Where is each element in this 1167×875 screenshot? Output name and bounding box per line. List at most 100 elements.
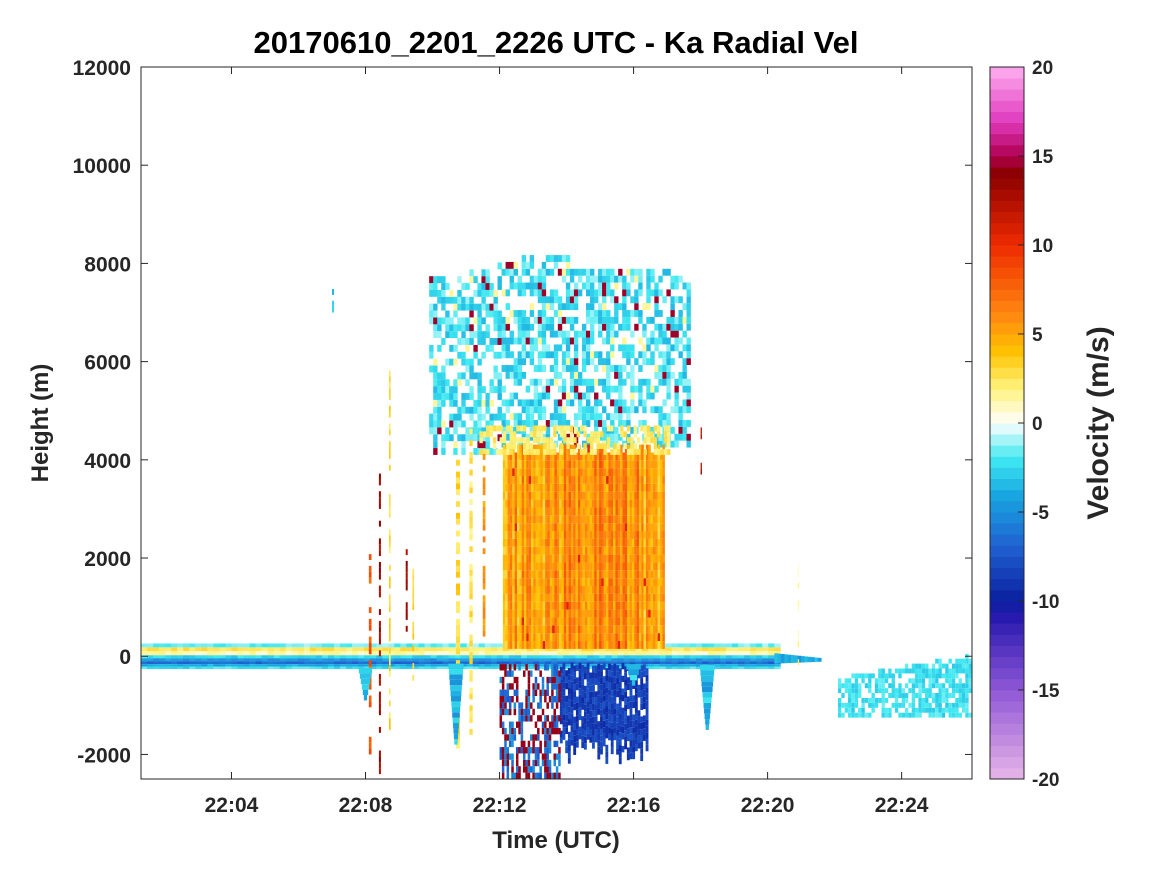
heatmap-cell-upper-cloud	[626, 351, 631, 359]
heatmap-cell-upper-cloud	[662, 420, 667, 427]
heatmap-cell-streak	[469, 457, 473, 464]
heatmap-cell-upper-cloud	[585, 413, 591, 421]
heatmap-cell-upper-cloud	[469, 331, 474, 339]
heatmap-cell-precip-core	[599, 609, 602, 618]
heatmap-cell-precip-core	[592, 562, 595, 571]
heatmap-cell-band	[460, 651, 468, 656]
heatmap-cell-precip-core	[638, 570, 642, 579]
heatmap-cell-band	[291, 643, 299, 648]
heatmap-cell-precip-core	[620, 452, 623, 461]
heatmap-cell-precip-core	[653, 641, 656, 649]
heatmap-cell-precip-core	[540, 586, 543, 594]
heatmap-cell-precip-core	[535, 538, 539, 547]
heatmap-cell-mirror-core	[605, 687, 609, 694]
heatmap-cell-band	[412, 658, 419, 662]
heatmap-cell-precip-core	[570, 523, 574, 532]
heatmap-cell-core-fringe	[583, 443, 587, 450]
heatmap-cell-band	[388, 655, 395, 659]
heatmap-cell-precip-core	[660, 562, 663, 571]
heatmap-cell-precip-core	[648, 641, 651, 649]
heatmap-cell-upper-cloud	[553, 399, 559, 407]
heatmap-cell-late-echo	[891, 693, 895, 698]
heatmap-cell-precip-core	[549, 617, 553, 626]
heatmap-cell-late-echo	[837, 688, 842, 694]
heatmap-cell-mirror-core	[629, 733, 633, 741]
heatmap-cell-core-fringe	[559, 425, 564, 432]
heatmap-cell-band	[478, 643, 486, 648]
heatmap-cell-upper-cloud	[445, 331, 450, 339]
heatmap-cell-upper-cloud	[670, 344, 675, 352]
heatmap-cell-precip-core	[631, 491, 635, 500]
heatmap-cell-late-echo	[868, 683, 872, 689]
heatmap-cell-precip-core	[601, 460, 604, 469]
heatmap-cell-precip-core	[507, 586, 511, 594]
heatmap-cell-streak	[482, 607, 486, 614]
heatmap-cell-precip-core	[617, 468, 621, 477]
heatmap-cell-late-echo	[928, 668, 932, 674]
heatmap-cell-precip-core	[622, 546, 626, 555]
heatmap-cell-mirror-mixed	[555, 766, 559, 773]
heatmap-cell-band	[315, 647, 323, 652]
heatmap-cell-precip-core	[643, 531, 647, 539]
heatmap-cell-band	[321, 643, 329, 648]
heatmap-cell-precip-core	[573, 468, 576, 477]
heatmap-cell-upper-cloud	[610, 433, 615, 441]
heatmap-cell-core-fringe	[529, 449, 534, 455]
heatmap-cell-upper-cloud	[465, 358, 470, 366]
heatmap-cell-precip-core	[533, 609, 536, 618]
heatmap-cell-precip-core	[648, 507, 651, 516]
heatmap-cell-precip-core	[516, 491, 520, 500]
heatmap-cell-band	[418, 643, 425, 648]
heatmap-cell-band	[213, 666, 220, 670]
heatmap-cell-precip-core	[610, 601, 614, 610]
heatmap-cell-band	[738, 658, 745, 662]
heatmap-cell-precip-core	[634, 601, 637, 610]
heatmap-cell-upper-cloud	[573, 420, 579, 427]
heatmap-cell-band	[370, 651, 377, 656]
heatmap-cell-upper-cloud	[634, 358, 639, 366]
heatmap-cell-band	[750, 655, 757, 659]
heatmap-cell-upper-cloud	[461, 406, 466, 414]
heatmap-cell-precip-core	[655, 593, 658, 602]
heatmap-cell-precip-core	[509, 601, 513, 610]
heatmap-cell-upper-cloud	[682, 426, 687, 434]
heatmap-cell-mirror-mixed	[548, 696, 552, 703]
heatmap-cell-precip-core	[566, 625, 569, 634]
heatmap-cell-mirror-core	[602, 682, 606, 689]
heatmap-cell-core-fringe	[576, 443, 580, 450]
heatmap-cell-precip-core	[521, 515, 525, 524]
heatmap-cell-precip-core	[563, 609, 567, 618]
heatmap-cell-late-echo	[888, 712, 892, 718]
heatmap-cell-upper-cloud	[642, 399, 647, 407]
heatmap-cell-late-echo	[911, 693, 916, 698]
heatmap-cell-precip-core	[617, 562, 621, 571]
heatmap-cell-mirror-mixed	[537, 664, 540, 671]
heatmap-cell-precip-core	[620, 562, 623, 571]
heatmap-cell-precip-core	[631, 483, 635, 492]
heatmap-cell-upper-cloud	[686, 337, 691, 345]
heatmap-cell-precip-core	[554, 507, 557, 516]
heatmap-cell-mirror-core	[567, 693, 571, 700]
heatmap-cell-streak	[412, 568, 415, 575]
heatmap-cell-band	[370, 647, 377, 652]
heatmap-cell-mirror-core	[589, 685, 593, 692]
heatmap-cell-precip-core	[655, 633, 658, 642]
heatmap-cell-precip-core	[655, 460, 658, 469]
heatmap-cell-precip-core	[629, 507, 633, 516]
heatmap-cell-precip-core	[519, 586, 522, 594]
heatmap-cell-core-fringe	[663, 437, 668, 444]
heatmap-cell-upper-cloud	[630, 392, 635, 400]
heatmap-cell-upper-cloud	[433, 441, 438, 449]
heatmap-cell-band	[695, 655, 703, 659]
heatmap-cell-upper-cloud	[529, 323, 535, 331]
heatmap-cell-mirror-core	[640, 754, 644, 762]
heatmap-cell-band	[207, 643, 214, 648]
heatmap-cell-band	[388, 651, 395, 656]
heatmap-cell-band	[183, 655, 190, 659]
heatmap-cell-upper-cloud	[678, 275, 683, 283]
heatmap-cell-precip-core	[645, 601, 649, 610]
heatmap-cell-upper-cloud	[537, 392, 543, 400]
heatmap-cell-upper-cloud	[437, 289, 442, 297]
heatmap-cell-mirror-core	[597, 663, 601, 671]
heatmap-cell-precip-core	[533, 578, 536, 587]
